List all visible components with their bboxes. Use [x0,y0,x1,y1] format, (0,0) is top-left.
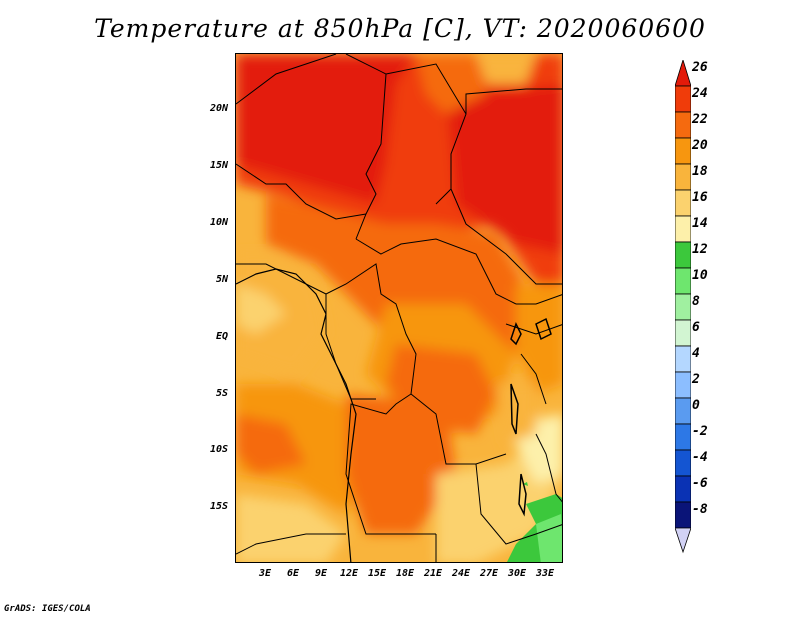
lon-label: 9E [314,568,328,579]
colorbar-segment [675,397,691,425]
colorbar-tick-label: -8 [692,502,708,517]
temperature-map [235,53,563,563]
lon-label: 6E [286,568,300,579]
map-canvas [236,54,562,562]
colorbar-tick-label: 2 [692,372,700,387]
chart-title: Temperature at 850hPa [C], VT: 202006060… [94,14,706,43]
cool-spot [523,482,528,486]
lat-label: 5S [215,388,228,399]
lon-label: 24E [451,568,471,579]
cool-region-light [536,514,562,562]
lat-label: EQ [215,331,228,342]
lon-label: 3E [258,568,272,579]
colorbar-bottom-arrow [675,527,691,554]
colorbar-top-arrow [675,60,691,87]
colorbar-segment [675,449,691,477]
colorbar-tick-label: 14 [692,216,708,231]
lat-label: 10N [209,217,228,228]
colorbar-segment [675,293,691,321]
colorbar-tick-label: 8 [692,294,700,309]
colorbar-segment [675,241,691,269]
colorbar-segment [675,215,691,243]
colorbar-tick-label: -4 [692,450,708,465]
lat-label: 15N [209,160,228,171]
colorbar-tick-label: 6 [692,320,700,335]
coastline [236,268,357,562]
colorbar-segment [675,475,691,503]
colorbar-tick-label: 4 [692,346,700,361]
lon-label: 27E [479,568,499,579]
colorbar-tick-label: 18 [692,164,708,179]
footer-credit: GrADS: IGES/COLA [4,604,91,614]
colorbar-segment [675,85,691,113]
colorbar-tick-label: 0 [692,398,700,413]
lon-label: 33E [535,568,555,579]
colorbar-segment [675,319,691,347]
colorbar-segment [675,137,691,165]
lon-label: 15E [367,568,387,579]
lon-label: 21E [423,568,443,579]
lakes [510,317,552,517]
colorbar-segment [675,163,691,191]
colorbar-tick-label: -2 [692,424,708,439]
colorbar-tick-label: 12 [692,242,708,257]
colorbar [675,60,691,554]
temperature-field [236,54,562,562]
colorbar-tick-label: 10 [692,268,708,283]
lat-label: 5N [215,274,228,285]
lat-label: 15S [209,501,228,512]
colorbar-tick-label: 24 [692,86,708,101]
colorbar-segment [675,423,691,451]
colorbar-segment [675,501,691,529]
country-borders [236,54,562,562]
colorbar-tick-label: 22 [692,112,708,127]
lat-label: 20N [209,103,228,114]
lon-label: 30E [507,568,527,579]
colorbar-segment [675,345,691,373]
lat-label: 10S [209,444,228,455]
colorbar-tick-label: -6 [692,476,708,491]
lon-label: 12E [339,568,359,579]
colorbar-segment [675,267,691,295]
lon-label: 18E [395,568,415,579]
colorbar-tick-label: 20 [692,138,708,153]
colorbar-tick-label: 16 [692,190,708,205]
colorbar-segment [675,111,691,139]
colorbar-segment [675,189,691,217]
colorbar-segment [675,371,691,399]
colorbar-tick-label: 26 [692,60,708,75]
